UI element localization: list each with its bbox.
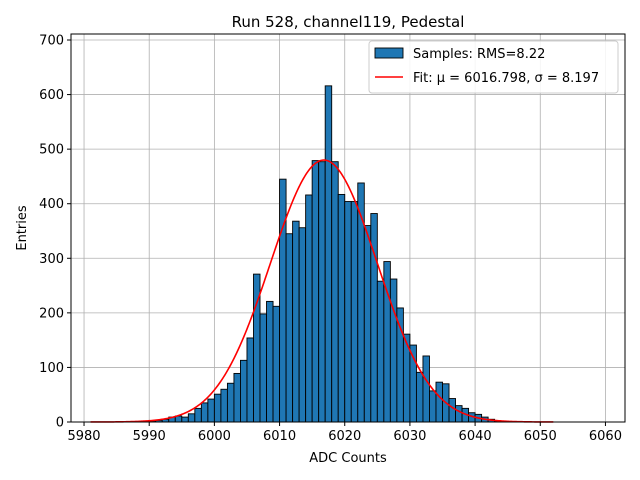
histogram-bar	[266, 300, 274, 423]
histogram-bar	[389, 278, 398, 423]
y-tick-label: 100	[39, 361, 64, 376]
histogram-bar	[272, 305, 281, 423]
legend-box	[368, 40, 619, 94]
histogram-bar	[396, 307, 404, 423]
histogram-bar	[246, 337, 254, 423]
histogram-bar	[220, 388, 228, 423]
x-tick-label: 5980	[67, 429, 100, 444]
histogram-bar	[435, 381, 443, 423]
histogram-bar	[213, 393, 222, 423]
axis-ticks: 5980 5990 6000 6010 6020 6030 6040 6050 6060 0 100…	[39, 34, 622, 444]
histogram-bar	[455, 405, 463, 423]
y-tick-label: 200	[39, 306, 64, 321]
y-tick-label: 700	[39, 34, 64, 49]
x-tick-label: 6020	[328, 429, 361, 444]
histogram-bar	[207, 398, 215, 423]
histogram-bar	[194, 407, 202, 423]
histogram-bar	[331, 161, 339, 423]
histogram-bar	[233, 372, 241, 423]
histogram-bar	[259, 313, 267, 423]
histogram-bar	[318, 161, 326, 423]
histogram-bar	[240, 359, 248, 423]
y-tick-label: 300	[39, 252, 64, 267]
histogram-bar	[422, 355, 430, 423]
gaussian-fit-line	[90, 159, 554, 423]
histogram-bar	[298, 227, 307, 423]
histogram-bar	[350, 201, 359, 423]
y-tick-label: 400	[39, 197, 64, 212]
histogram-bar	[285, 233, 294, 423]
legend-swatch-samples	[374, 47, 404, 59]
histogram-bar	[187, 413, 196, 423]
histogram-bar	[305, 194, 313, 423]
legend: Samples: RMS=8.22 Fit: μ = 6016.798, σ =…	[368, 40, 619, 94]
x-tick-label: 6040	[459, 429, 492, 444]
histogram-bar	[181, 416, 189, 423]
y-tick-label: 600	[39, 88, 64, 103]
plot-frame	[70, 33, 626, 423]
histogram-bar	[200, 402, 209, 423]
y-tick-label: 500	[39, 143, 64, 158]
histogram-bar	[337, 193, 346, 423]
histogram-bar	[324, 85, 333, 423]
histogram-bar	[226, 382, 235, 423]
histogram-bar	[344, 201, 352, 423]
histogram-bar	[292, 220, 300, 423]
histogram-bar	[311, 160, 320, 423]
histogram-bar	[415, 371, 424, 423]
histogram-bar	[448, 398, 456, 423]
fit-curve-layer	[90, 159, 554, 423]
y-axis-label: Entries	[15, 205, 30, 251]
x-tick-label: 6050	[524, 429, 557, 444]
x-tick-label: 6060	[589, 429, 622, 444]
x-tick-label: 6030	[393, 429, 426, 444]
histogram-bar	[363, 225, 372, 423]
x-tick-label: 6000	[198, 429, 231, 444]
histogram-bar	[357, 182, 365, 423]
histogram-bar	[376, 280, 385, 423]
x-tick-label: 5990	[133, 429, 166, 444]
x-axis-label: ADC Counts	[309, 451, 387, 466]
chart-title: Run 528, channel119, Pedestal	[232, 13, 465, 31]
histogram-bars	[122, 85, 509, 423]
x-tick-label: 6010	[263, 429, 296, 444]
legend-label-fit: Fit: μ = 6016.798, σ = 8.197	[413, 71, 599, 86]
histogram-bar	[429, 390, 437, 423]
y-tick-label: 0	[56, 416, 64, 431]
legend-label-samples: Samples: RMS=8.22	[413, 47, 545, 62]
histogram-bar	[279, 178, 287, 423]
